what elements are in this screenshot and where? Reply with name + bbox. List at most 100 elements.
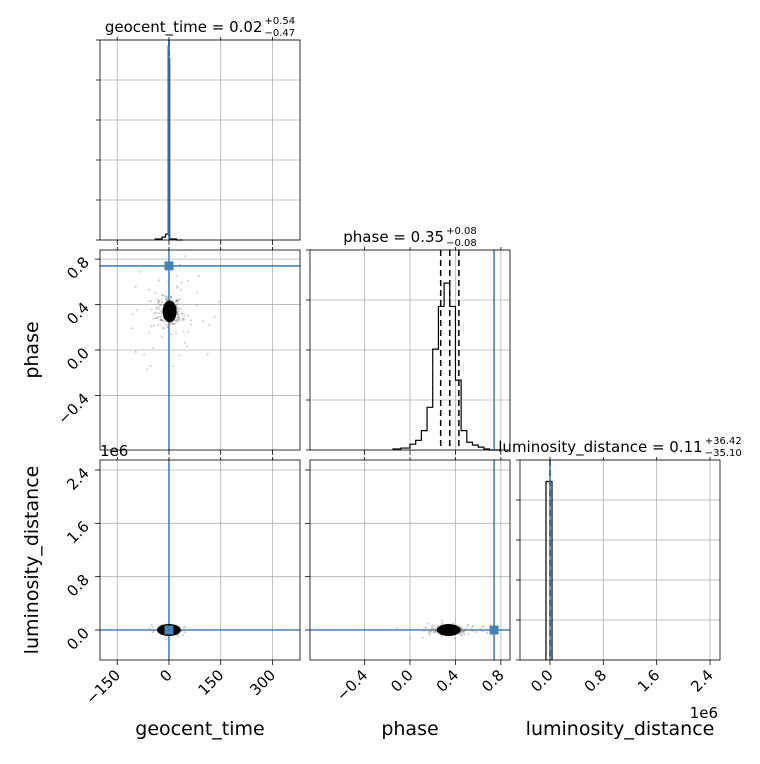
sample-point [160,319,163,322]
sample-point [183,341,186,344]
sample-point [433,630,436,633]
sample-point [161,301,164,304]
tick-label: 0.0 [527,666,557,696]
sample-point [183,631,186,634]
sample-point [166,298,169,301]
tick-label: 0.8 [478,666,508,696]
sample-point [170,295,173,298]
sample-point [461,630,464,633]
title-plus: +0.54 [265,16,296,27]
truth-marker [164,261,174,271]
sample-point [462,629,465,632]
sample-point [174,300,177,303]
sample-point [460,628,463,631]
sample-point [182,626,185,629]
sample-point [432,630,435,633]
sample-point [440,622,443,625]
sample-point [131,312,134,315]
sample-point [429,628,432,631]
tick-label: 0.4 [63,299,93,329]
sample-point [172,365,175,368]
sample-point [160,303,163,306]
title-minus: −0.47 [265,28,296,39]
sample-point [160,335,163,338]
sample-point [176,285,179,288]
sample-point [176,634,179,637]
x-axis-label-phase: phase [381,718,438,740]
density-contour [436,624,461,636]
title-main: phase = 0.35 [343,228,444,246]
sample-point [151,631,154,634]
sample-point [459,625,462,628]
sample-point [183,318,186,321]
sample-point [177,307,180,310]
sample-point [180,630,183,633]
sample-point [159,319,162,322]
sample-point [460,628,463,631]
sample-point [148,627,151,630]
sample-point [182,634,185,637]
sample-point [148,331,151,334]
sample-point [156,298,159,301]
sample-point [459,633,462,636]
sample-point [180,281,183,284]
sample-point [183,255,186,258]
sample-point [486,631,489,634]
sample-point [464,629,467,632]
offset-label-x: 1e6 [690,704,718,722]
sample-point [175,299,178,302]
sample-point [181,312,184,315]
sample-point [480,625,483,628]
sample-point [157,316,160,319]
sample-point [475,631,478,634]
sample-point [461,634,464,637]
sample-point [159,304,162,307]
y-axis-label-phase: phase [21,321,43,378]
sample-point [152,317,155,320]
sample-point [167,324,170,327]
sample-point [472,629,475,632]
sample-point [175,298,178,301]
x-axis-label-luminosity_distance: luminosity_distance [526,718,715,740]
sample-point [471,625,474,628]
sample-point [184,625,187,628]
sample-point [465,628,468,631]
y-axis-label-luminosity_distance: luminosity_distance [21,466,43,655]
sample-point [428,629,431,632]
sample-point [180,288,183,291]
sample-point [176,300,179,303]
tick-label: 0.8 [581,666,611,696]
sample-point [427,630,430,633]
sample-point [166,326,169,329]
sample-point [153,630,156,633]
tick-label: 0.8 [63,571,93,601]
sample-point [165,296,168,299]
sample-point [168,324,171,327]
sample-point [167,298,170,301]
sample-point [150,624,153,627]
truth-marker [164,625,174,635]
sample-point [160,294,163,297]
sample-point [182,330,185,333]
sample-point [460,629,463,632]
sample-point [183,314,186,317]
sample-point [461,630,464,633]
sample-point [434,631,437,634]
sample-point [176,312,179,315]
sample-point [173,322,176,325]
sample-point [168,293,171,296]
panel-title-geocent_time: geocent_time = 0.02 +0.54−0.47 [105,16,295,39]
sample-point [152,346,155,349]
sample-point [165,295,168,298]
sample-point [175,300,178,303]
sample-point [187,314,190,317]
sample-point [465,629,468,632]
sample-point [460,630,463,633]
sample-point [160,310,163,313]
sample-point [431,624,434,627]
sample-point [190,323,193,326]
sample-point [186,345,189,348]
sample-point [424,626,427,629]
sample-point [436,624,439,627]
tick-label: 2.4 [63,464,93,494]
